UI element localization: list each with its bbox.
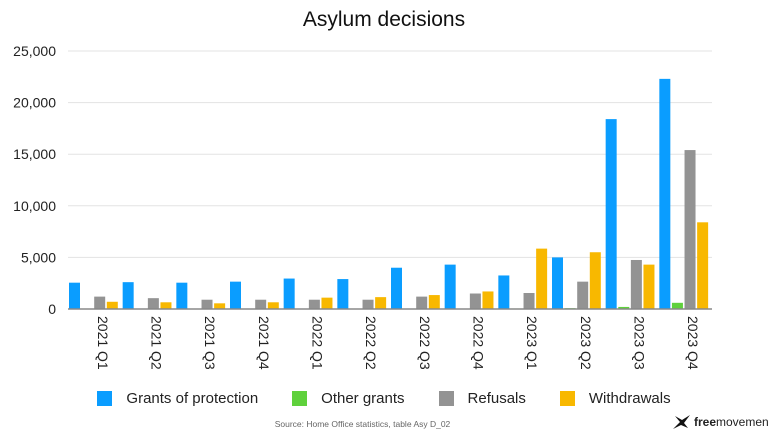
legend-item: Other grants xyxy=(292,390,405,407)
bar-refusals xyxy=(308,299,320,309)
freemovement-logo: freemovement xyxy=(672,414,768,430)
bar-grants-of-protection xyxy=(283,278,295,309)
x-tick-label: 2021 Q1 xyxy=(95,316,111,370)
bar-withdrawals xyxy=(482,291,494,309)
source-note: Source: Home Office statistics, table As… xyxy=(274,419,451,429)
bar-grants-of-protection xyxy=(176,282,188,309)
bar-refusals xyxy=(577,281,589,309)
legend-swatch xyxy=(559,391,575,406)
x-tick-label: 2021 Q3 xyxy=(202,316,218,370)
bar-grants-of-protection xyxy=(659,78,671,309)
x-tick-label: 2021 Q2 xyxy=(149,316,165,370)
bar-withdrawals xyxy=(321,297,333,309)
bar-refusals xyxy=(469,293,481,309)
bar-refusals xyxy=(255,299,267,309)
chart-title: Asylum decisions xyxy=(302,8,466,31)
bar-withdrawals xyxy=(589,252,601,309)
bar-grants-of-protection xyxy=(337,279,349,309)
bar-grants-of-protection xyxy=(391,267,402,309)
logo-rest: movement xyxy=(716,415,768,429)
y-tick-label: 20,000 xyxy=(13,95,56,111)
bar-grants-of-protection xyxy=(122,282,134,309)
bar-refusals xyxy=(147,298,159,309)
bar-withdrawals xyxy=(214,303,226,309)
legend-label: Other grants xyxy=(321,390,405,407)
bar-withdrawals xyxy=(160,302,172,309)
x-tick-label: 2023 Q4 xyxy=(685,316,701,370)
legend-swatch xyxy=(438,391,454,406)
bar-withdrawals xyxy=(375,297,387,309)
bar-grants-of-protection xyxy=(69,282,80,309)
x-tick-label: 2022 Q2 xyxy=(363,316,379,370)
bar-refusals xyxy=(684,150,696,309)
x-tick-label: 2023 Q3 xyxy=(632,316,648,370)
y-tick-label: 10,000 xyxy=(13,198,56,214)
bar-grants-of-protection xyxy=(498,275,510,309)
bar-refusals xyxy=(630,259,642,309)
bird-icon xyxy=(673,415,690,429)
legend-item: Grants of protection xyxy=(97,390,258,407)
y-tick-label: 25,000 xyxy=(13,43,56,59)
logo-bold: free xyxy=(694,415,717,429)
bar-refusals xyxy=(94,296,106,309)
bar-grants-of-protection xyxy=(444,264,456,309)
bar-grants-of-protection xyxy=(605,119,617,309)
bar-other-grants xyxy=(671,302,683,309)
x-tick-label: 2022 Q4 xyxy=(471,316,487,370)
legend-label: Refusals xyxy=(467,390,526,407)
bar-withdrawals xyxy=(536,248,548,309)
legend-label: Withdrawals xyxy=(588,390,671,407)
bar-withdrawals xyxy=(697,222,709,309)
x-tick-label: 2022 Q3 xyxy=(417,316,433,370)
y-tick-label: 0 xyxy=(48,301,56,317)
y-tick-label: 15,000 xyxy=(13,146,56,162)
legend-swatch xyxy=(97,391,113,406)
x-tick-label: 2022 Q1 xyxy=(310,316,326,370)
legend-item: Withdrawals xyxy=(559,390,671,407)
bar-withdrawals xyxy=(428,295,440,309)
x-tick-label: 2023 Q2 xyxy=(578,316,594,370)
bar-refusals xyxy=(362,299,374,309)
y-tick-label: 5,000 xyxy=(21,249,56,265)
bar-withdrawals xyxy=(643,264,655,309)
bar-withdrawals xyxy=(267,302,279,309)
bar-refusals xyxy=(416,296,428,309)
legend-item: Refusals xyxy=(438,390,526,407)
x-tick-label: 2023 Q1 xyxy=(524,316,540,370)
x-tick-label: 2021 Q4 xyxy=(256,316,272,370)
bar-grants-of-protection xyxy=(230,281,241,309)
bar-withdrawals xyxy=(106,301,118,309)
legend: Grants of protection Other grants Refusals… xyxy=(0,390,768,407)
bar-other-grants xyxy=(618,306,630,309)
bar-refusals xyxy=(523,293,535,309)
bar-grants-of-protection xyxy=(552,257,563,309)
legend-swatch xyxy=(292,391,308,406)
legend-label: Grants of protection xyxy=(126,390,259,407)
bar-refusals xyxy=(201,299,213,309)
